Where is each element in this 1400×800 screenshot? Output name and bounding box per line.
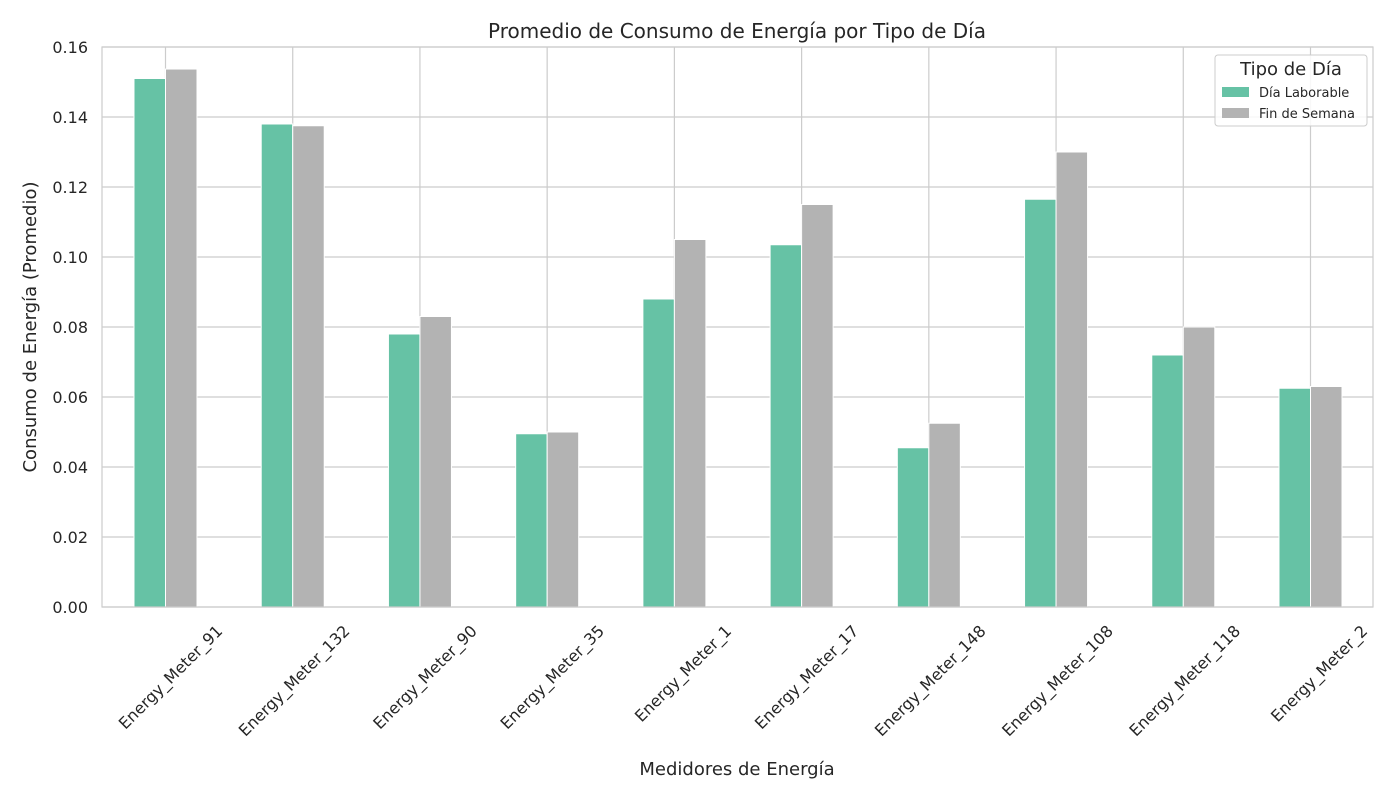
y-tick-label: 0.06 (52, 388, 88, 407)
bar-dia-laborable (133, 78, 166, 608)
bar-dia-laborable (896, 447, 930, 608)
bar-fin-de-semana (1310, 386, 1343, 608)
legend: Tipo de Día Día Laborable Fin de Semana (1214, 54, 1368, 127)
y-ticks: 0.00 0.02 0.04 0.06 0.08 0.10 0.12 0.14 0.16 (52, 38, 88, 617)
bars (133, 68, 1343, 608)
y-tick-label: 0.08 (52, 318, 88, 337)
bar-fin-de-semana (1182, 326, 1216, 608)
bar-dia-laborable (642, 298, 675, 608)
y-tick-label: 0.10 (52, 248, 88, 267)
y-tick-label: 0.14 (52, 108, 88, 127)
bar-dia-laborable (515, 433, 548, 608)
chart-title: Promedio de Consumo de Energía por Tipo … (488, 19, 986, 43)
legend-label-dia-laborable: Día Laborable (1259, 86, 1349, 101)
bar-fin-de-semana (801, 204, 834, 608)
y-tick-label: 0.12 (52, 178, 88, 197)
y-tick-label: 0.00 (52, 598, 88, 617)
plot-frame (101, 46, 1374, 608)
bar-fin-de-semana (165, 68, 198, 608)
legend-label-fin-de-semana: Fin de Semana (1259, 107, 1355, 122)
bar-fin-de-semana (546, 431, 580, 608)
bar-dia-laborable (769, 244, 803, 608)
bar-dia-laborable (260, 123, 294, 608)
bar-fin-de-semana (1055, 151, 1089, 608)
y-tick-label: 0.02 (52, 528, 88, 547)
bar-dia-laborable (387, 333, 421, 608)
bar-fin-de-semana (292, 125, 325, 608)
y-tick-label: 0.04 (52, 458, 88, 477)
y-tick-label: 0.16 (52, 38, 88, 57)
legend-swatch-dia-laborable (1222, 87, 1249, 97)
bar-dia-laborable (1278, 387, 1311, 608)
legend-title: Tipo de Día (1239, 59, 1342, 80)
bar-dia-laborable (1151, 354, 1184, 608)
y-axis-label: Consumo de Energía (Promedio) (20, 181, 41, 472)
legend-box (1214, 54, 1368, 127)
x-axis-label: Medidores de Energía (639, 759, 834, 780)
bar-fin-de-semana (419, 316, 452, 608)
legend-swatch-fin-de-semana (1222, 108, 1249, 118)
bar-fin-de-semana (928, 422, 961, 608)
bar-fin-de-semana (673, 239, 707, 608)
bar-dia-laborable (1024, 198, 1057, 608)
